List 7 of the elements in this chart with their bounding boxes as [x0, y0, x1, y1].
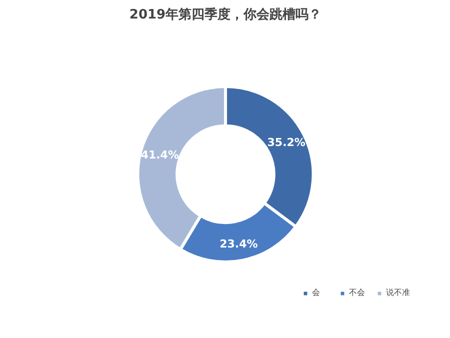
legend-label: 会 — [312, 287, 321, 298]
data-label: 35.2% — [267, 136, 306, 149]
legend-label: 说不准 — [386, 287, 410, 298]
chart-title: 2019年第四季度，你会跳槽吗？ — [129, 6, 322, 22]
data-label: 23.4% — [220, 237, 258, 250]
data-label: 41.4% — [140, 148, 179, 162]
legend-label: 不会 — [349, 287, 366, 298]
